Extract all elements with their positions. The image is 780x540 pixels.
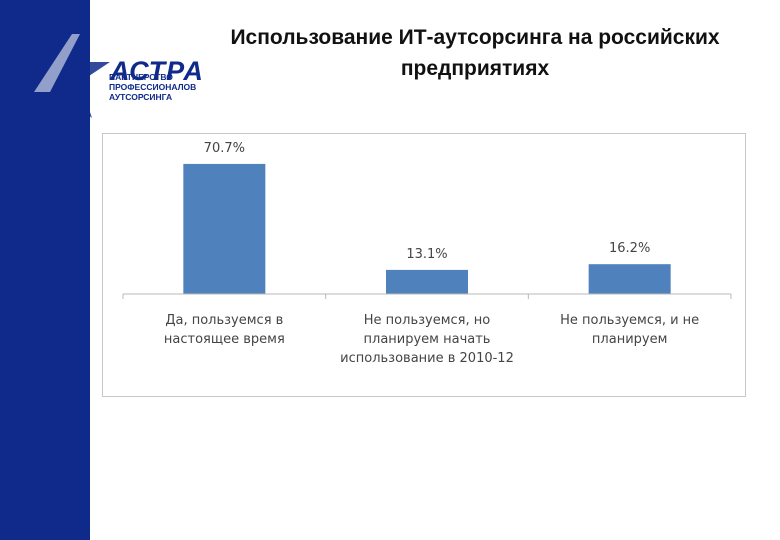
category-label: планируем начать [364,332,491,347]
bar-value-label: 16.2% [609,241,650,256]
category-label: Не пользуемся, и не [560,313,699,328]
logo-subtitle-line-1: ПАРТНЕРСТВО [109,72,173,82]
bar-value-label: 70.7% [204,141,245,156]
chart-frame: 70.7% Да, пользуемся в настоящее время 13.1… [102,133,746,397]
page-title: Использование ИТ-аутсорсинга на российск… [230,26,720,80]
bar-chart: 70.7% Да, пользуемся в настоящее время 13.1… [122,141,732,366]
astra-logo: АСТРА ПАРТНЕРСТВО ПРОФЕССИОНАЛОВ АУТСОРС… [14,22,204,132]
logo-subtitle-line-2: ПРОФЕССИОНАЛОВ [109,82,197,92]
logo-word: АСТРА [110,56,204,86]
bar [588,264,671,294]
category-label: планируем [592,332,667,347]
site-url: www.astra-partners.ru [79,116,90,235]
category-label: Да, пользуемся в [165,313,283,328]
category-label: Не пользуемся, но [364,313,490,328]
category-label: использование в 2010-12 [340,351,514,366]
star-icon [14,26,110,118]
bar [183,163,266,294]
bar-value-label: 13.1% [406,247,447,262]
bar [386,269,468,294]
logo-subtitle-line-3: АУТСОРСИНГА [109,92,173,102]
category-label: настоящее время [164,332,285,347]
